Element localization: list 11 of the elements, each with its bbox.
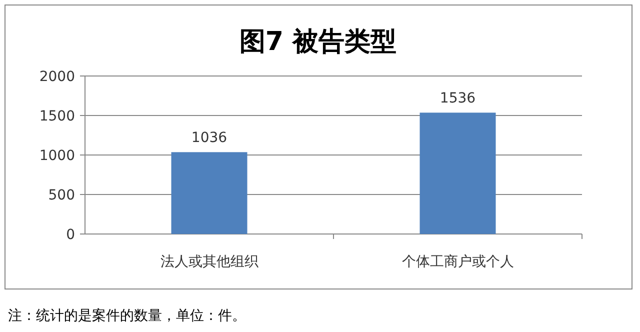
y-tick-label: 1500 <box>39 108 75 124</box>
text: 注：统计的是案件的数量，单位：件。 <box>8 307 246 324</box>
y-tick-label: 0 <box>66 227 75 243</box>
y-tick-label: 1000 <box>39 148 75 164</box>
data-label: 1536 <box>440 90 476 107</box>
y-tick-label: 500 <box>48 188 75 204</box>
chart-title: 图7 被告类型 <box>239 27 397 57</box>
data-label: 1036 <box>191 130 228 146</box>
y-tick-label: 2000 <box>39 69 75 85</box>
x-tick-label: 个体工商户或个人 <box>402 254 514 270</box>
x-tick-label: 法人或其他组织 <box>160 254 258 270</box>
